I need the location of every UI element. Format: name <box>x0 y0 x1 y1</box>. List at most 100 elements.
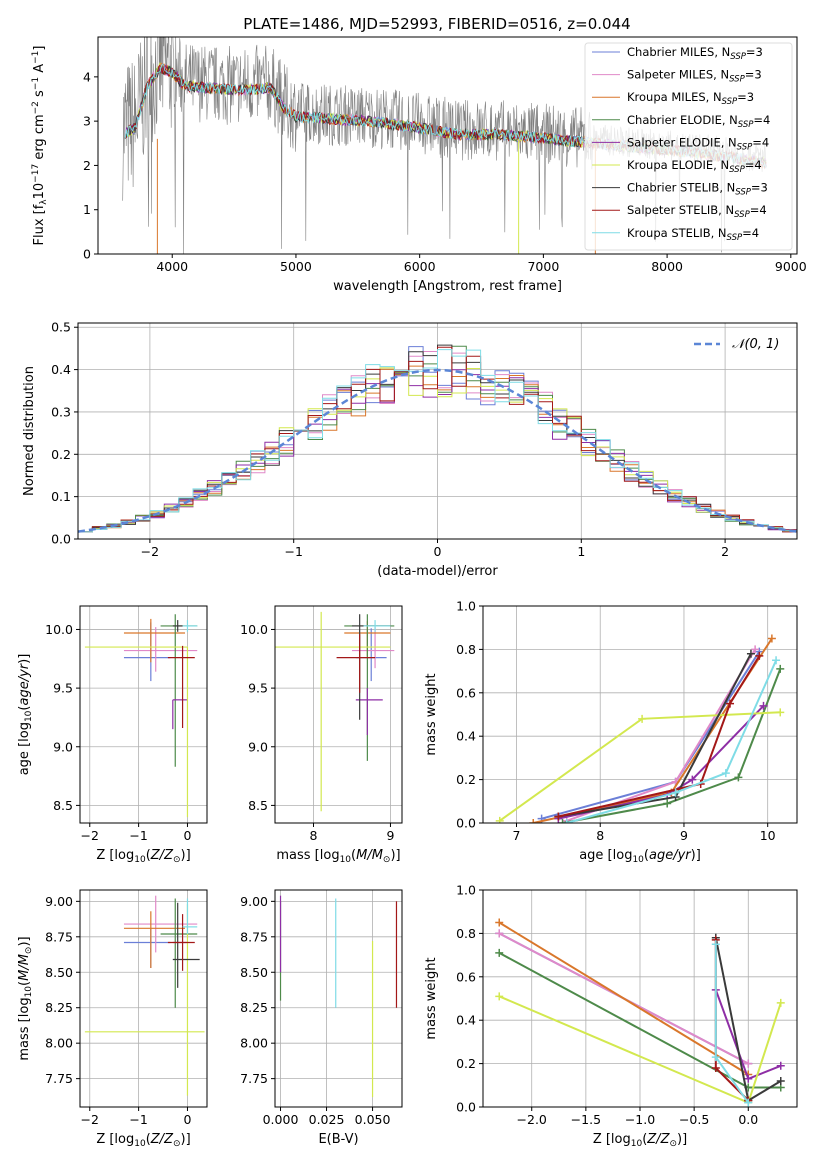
x-tick-label: −1 <box>129 828 147 843</box>
x-tick-label: 9000 <box>775 259 807 274</box>
mw_vs_age-marker <box>495 816 504 823</box>
mw_vs_age-marker <box>688 775 697 784</box>
mw_vs_age-marker <box>767 634 776 643</box>
x-tick-label: 0.0 <box>738 1112 758 1127</box>
y-tick-label: 0 <box>83 247 91 262</box>
y-tick-label: 8.5 <box>248 798 268 813</box>
mw_vs_Z-marker <box>711 940 720 949</box>
x-tick-label: −0.5 <box>679 1112 709 1127</box>
panel-mw_vs_Z: −2.0 −1.5 −1.0 −0.5 0.0 0.0 0.2 0.4 0.6 0.8 1.0 Z [… <box>424 883 798 1149</box>
y-tick-label: 2 <box>83 158 91 173</box>
y-tick-label: 7.75 <box>240 1071 268 1086</box>
y-tick-label: 9.0 <box>53 739 73 754</box>
y-tick-label: 8.25 <box>240 1000 268 1015</box>
y-tick-label: 0.8 <box>456 642 476 657</box>
x-tick-label: −1.5 <box>571 1112 601 1127</box>
y-tick-label: 0.2 <box>456 772 476 787</box>
x-tick-label: 0.025 <box>309 1112 345 1127</box>
y-axis-label: Normed distribution <box>22 366 37 496</box>
mw_vs_Z-marker <box>776 1061 785 1070</box>
x-tick-label: 8 <box>310 828 318 843</box>
y-tick-label: 0.4 <box>456 729 476 744</box>
panel-spectrum: 4000 5000 6000 7000 8000 9000 0 1 2 3 4 wavelength … <box>31 36 807 294</box>
mw_vs_age-marker <box>772 656 781 665</box>
mw_vs_age-marker <box>776 708 785 717</box>
y-tick-label: 1.0 <box>456 599 476 614</box>
y-axis-label: mass [log10(M/M⊙)] <box>17 936 34 1060</box>
y-tick-label: 0.4 <box>51 362 71 377</box>
y-tick-label: 9.0 <box>248 739 268 754</box>
y-tick-label: 0.2 <box>51 447 71 462</box>
x-tick-label: −1.0 <box>625 1112 655 1127</box>
y-tick-label: 4 <box>83 69 91 84</box>
x-tick-label: 4000 <box>156 259 188 274</box>
mw_vs_age-series-6 <box>558 653 752 818</box>
y-tick-label: 10.0 <box>45 622 73 637</box>
y-tick-label: 8.5 <box>53 798 73 813</box>
x-axis-label: Z [log10(Z/Z⊙)] <box>96 1132 190 1149</box>
x-tick-label: 0.050 <box>355 1112 391 1127</box>
y-axis-label: mass weight <box>424 957 439 1039</box>
legend-label-0: Chabrier MILES, NSSP=3 <box>627 45 763 62</box>
x-tick-label: −2.0 <box>517 1112 547 1127</box>
y-tick-label: 7.75 <box>45 1071 73 1086</box>
x-tick-label: −1 <box>284 544 302 559</box>
axes-frame <box>97 36 798 255</box>
mw_vs_age-marker <box>726 699 735 708</box>
mw_vs_Z-marker <box>495 992 504 1001</box>
mw_vs_age-marker <box>755 651 764 660</box>
y-tick-label: 8.50 <box>240 965 268 980</box>
y-tick-label: 0.6 <box>456 685 476 700</box>
x-tick-label: 5000 <box>280 259 312 274</box>
mw_vs_age-series-4 <box>558 705 765 820</box>
x-tick-label: 2 <box>721 544 729 559</box>
figure-title: PLATE=1486, MJD=52993, FIBERID=0516, z=0… <box>243 15 630 33</box>
mw_vs_age-series-5 <box>499 711 781 822</box>
x-axis-label: mass [log10(M/M⊙)] <box>276 848 400 865</box>
age_vs_mass-plot-area <box>275 606 402 823</box>
age_vs_Z-plot-area <box>80 606 207 823</box>
y-tick-label: 0.1 <box>51 489 71 504</box>
y-tick-label: 0.6 <box>456 969 476 984</box>
y-tick-label: 8.50 <box>45 965 73 980</box>
mw_vs_Z-marker <box>495 948 504 957</box>
mw_vs_Z-plot-area <box>483 890 797 1107</box>
mw_vs_age-series-8 <box>566 659 778 823</box>
panel-age_vs_mass: 8 9 8.5 9.0 9.5 10.0 mass [log10(M/M⊙)] <box>240 605 403 865</box>
x-axis-label: E(B-V) <box>318 1132 358 1147</box>
mw_vs_age-marker <box>562 819 571 823</box>
mw_vs_Z-marker <box>744 1059 753 1068</box>
x-tick-label: 6000 <box>404 259 436 274</box>
y-tick-label: 9.00 <box>240 894 268 909</box>
y-axis-label: age [log10(age/yr)] <box>17 654 34 776</box>
normal-reference-curve <box>78 368 797 533</box>
y-axis-label: mass weight <box>424 673 439 755</box>
mw_vs_age-series-3 <box>562 668 782 823</box>
y-tick-label: 8.25 <box>45 1000 73 1015</box>
x-tick-label: 7 <box>513 828 521 843</box>
mw_vs_Z-marker <box>776 1076 785 1085</box>
y-tick-label: 0.5 <box>51 320 71 335</box>
mw_vs_Z-marker <box>711 1063 720 1072</box>
x-axis-label: Z [log10(Z/Z⊙)] <box>593 1132 687 1149</box>
x-tick-label: 9 <box>680 828 688 843</box>
x-axis-label: Z [log10(Z/Z⊙)] <box>96 848 190 865</box>
x-axis-label: age [log10(age/yr)] <box>579 848 701 865</box>
axes-frame <box>79 889 208 1108</box>
plots-layer: 4000 5000 6000 7000 8000 900001234wavelength … <box>17 36 807 1149</box>
x-tick-label: −2 <box>141 544 159 559</box>
mw_vs_age-series-0 <box>541 651 761 820</box>
x-tick-label: 8 <box>596 828 604 843</box>
mass_vs_Z-plot-area <box>80 890 207 1107</box>
x-tick-label: −2 <box>81 1112 99 1127</box>
axes-frame <box>274 605 403 824</box>
x-axis-label: wavelength [Angstrom, rest frame] <box>333 279 562 294</box>
panel-mw_vs_age: 7 8 9 10 0.0 0.2 0.4 0.6 0.8 1.0 age [log10(age/yr… <box>424 599 798 865</box>
x-tick-label: −2 <box>81 828 99 843</box>
y-tick-label: 9.5 <box>53 681 73 696</box>
legend-label-1: Salpeter MILES, NSSP=3 <box>627 68 762 85</box>
histogram-8 <box>78 349 797 533</box>
x-tick-label: 0 <box>183 828 191 843</box>
y-tick-label: 0.0 <box>51 532 71 547</box>
